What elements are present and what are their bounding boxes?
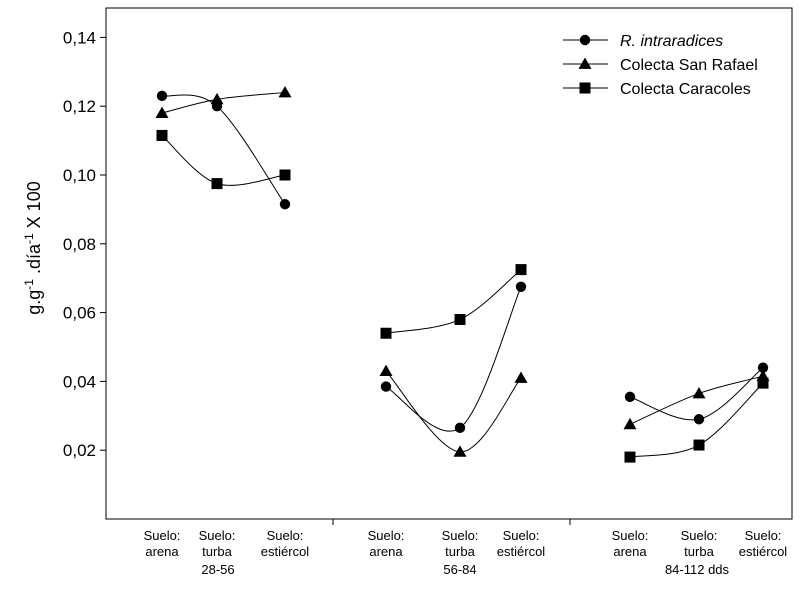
series-curves [161, 91, 764, 458]
data-point-triangle [453, 445, 467, 457]
x-category-label: estiércol [739, 544, 788, 559]
data-point-square [757, 377, 769, 389]
legend-marker-circle [579, 34, 591, 46]
x-category-label: estiércol [497, 544, 546, 559]
data-point-circle [380, 381, 392, 392]
y-tick-label: 0,04 [63, 372, 96, 391]
plot-axes [105, 7, 793, 520]
x-group-label: 28-56 [201, 562, 234, 577]
x-category-label: arena [369, 544, 403, 559]
data-point-square [454, 313, 466, 325]
data-point-triangle [155, 106, 169, 118]
data-point-circle [693, 414, 705, 425]
legend-marker-triangle [578, 57, 592, 69]
x-category-label: Suelo: [612, 528, 649, 543]
y-axis-label-part: X 100 [24, 181, 44, 233]
x-category-label: Suelo: [503, 528, 540, 543]
x-category-label: arena [145, 544, 179, 559]
y-tick-label: 0,02 [63, 441, 96, 460]
legend-label: R. intraradices [620, 33, 723, 50]
legend-marker-square [579, 82, 591, 94]
data-point-triangle [278, 85, 292, 98]
y-tick-label: 0,10 [63, 166, 96, 185]
x-category-label: turba [445, 544, 475, 559]
x-category-label: arena [613, 544, 647, 559]
data-point-circle [156, 90, 168, 102]
legend-label: Colecta San Rafael [620, 57, 758, 74]
y-axis-ticks: 0,02 0,04 0,06 0,08 0,10 0,12 0,14 [63, 28, 106, 460]
x-category-label: Suelo: [681, 528, 718, 543]
series-curve-square [385, 269, 522, 334]
y-tick-label: 0,14 [63, 28, 96, 47]
data-point-square [380, 327, 392, 339]
x-category-label: Suelo: [199, 528, 236, 543]
data-point-square [624, 451, 636, 463]
x-group-label: 56-84 [443, 562, 476, 577]
x-category-label: estiércol [261, 544, 310, 559]
y-tick-label: 0,08 [63, 235, 96, 254]
data-point-circle [757, 362, 769, 373]
y-tick-label: 0,12 [63, 97, 96, 116]
data-point-circle [454, 422, 466, 434]
data-point-square [156, 129, 168, 141]
y-tick-label: 0,06 [63, 304, 96, 323]
data-point-triangle [210, 92, 224, 105]
series-curve-square [161, 135, 286, 186]
x-category-label: turba [202, 544, 232, 559]
data-point-triangle [379, 364, 393, 376]
x-category-label: turba [684, 544, 714, 559]
y-axis-label-part: .día [24, 243, 44, 279]
y-axis-label-part: g.g [24, 290, 44, 315]
series-curve-triangle [385, 370, 522, 453]
data-point-square [211, 178, 223, 190]
series-curve-circle [385, 286, 522, 432]
y-axis-label-part: -1 [22, 279, 36, 290]
data-point-circle [279, 199, 291, 210]
data-point-square [693, 439, 705, 451]
y-axis-label-part: -1 [22, 233, 36, 244]
data-point-square [279, 169, 291, 181]
x-group-label: 84-112 dds [665, 562, 730, 577]
x-category-label: Suelo: [267, 528, 304, 543]
legend-label: Colecta Caracoles [620, 81, 751, 98]
x-category-label: Suelo: [442, 528, 479, 543]
data-point-triangle [623, 417, 637, 430]
data-point-circle [624, 391, 636, 403]
x-category-label: Suelo: [745, 528, 782, 543]
plot-frame [105, 7, 793, 520]
data-point-circle [515, 281, 527, 292]
x-category-label: Suelo: [368, 528, 405, 543]
data-point-triangle [692, 386, 706, 399]
legend: R. intraradices Colecta San Rafael Colecta… [563, 33, 758, 98]
y-axis-label: g.g-1 .día-1 X 100 [22, 181, 44, 314]
series-curve-circle [161, 94, 286, 205]
data-point-triangle [514, 371, 528, 383]
x-category-label: Suelo: [144, 528, 181, 543]
data-point-square [515, 264, 527, 276]
x-axis-ticks: Suelo:arenaSuelo:turbaSuelo:estiércol28-… [144, 519, 788, 577]
series-markers [155, 85, 770, 463]
